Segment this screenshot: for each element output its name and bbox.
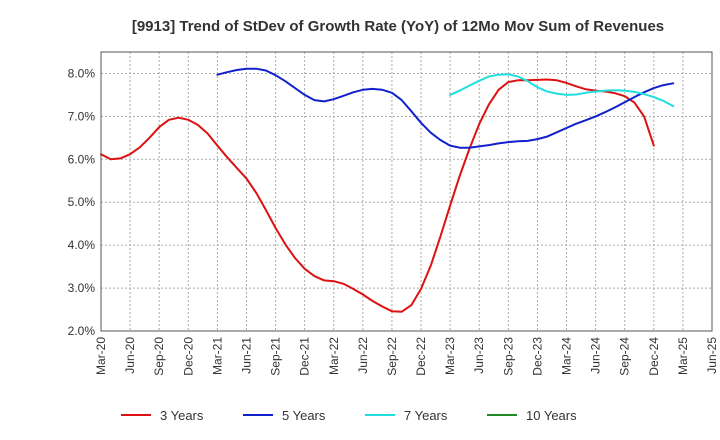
series-line-3-years (100, 78, 655, 313)
axis-layer: 2.0% 3.0% 4.0% 5.0% 6.0% 7.0% 8.0% Mar-20 Jun-20… (68, 51, 719, 376)
x-tick-label: Sep-24 (618, 337, 632, 376)
x-tick-label: Sep-20 (152, 337, 166, 376)
y-tick-label: 8.0% (68, 66, 96, 80)
x-tick-label: Mar-21 (210, 337, 224, 375)
legend-label-5-years: 5 Years (282, 408, 326, 423)
chart-title: [9913] Trend of StDev of Growth Rate (Yo… (132, 18, 664, 35)
y-tick-label: 4.0% (68, 238, 96, 252)
x-tick-label: Mar-24 (560, 337, 574, 375)
series-line-5-years (216, 67, 675, 149)
grid-layer (100, 52, 713, 332)
x-tick-label: Dec-23 (530, 337, 544, 376)
plot-frame (100, 51, 713, 332)
legend-label-7-years: 7 Years (404, 408, 448, 423)
x-tick-label: Sep-22 (385, 337, 399, 376)
x-tick-label: Jun-23 (472, 337, 486, 374)
y-tick-label: 6.0% (68, 152, 96, 166)
x-tick-label: Sep-21 (269, 337, 283, 376)
x-tick-label: Sep-23 (501, 337, 515, 376)
x-tick-label: Mar-20 (94, 337, 108, 375)
x-tick-label: Jun-22 (356, 337, 370, 374)
legend-label-10-years: 10 Years (526, 408, 577, 423)
legend: 3 Years 5 Years 7 Years 10 Years (121, 408, 577, 423)
series-layer (100, 67, 675, 313)
y-tick-label: 2.0% (68, 324, 96, 338)
x-tick-label: Jun-24 (589, 337, 603, 374)
series-line-7-years (449, 73, 675, 108)
x-tick-label: Jun-21 (239, 337, 253, 374)
x-tick-label: Dec-21 (298, 337, 312, 376)
x-tick-label: Dec-22 (414, 337, 428, 376)
x-tick-label: Dec-24 (647, 337, 661, 376)
x-tick-label: Mar-25 (676, 337, 690, 375)
y-tick-label: 7.0% (68, 109, 96, 123)
x-tick-label: Dec-20 (181, 337, 195, 376)
x-tick-label: Mar-22 (327, 337, 341, 375)
y-tick-label: 3.0% (68, 281, 96, 295)
x-tick-label: Jun-20 (123, 337, 137, 374)
y-tick-label: 5.0% (68, 195, 96, 209)
x-tick-label: Mar-23 (443, 337, 457, 375)
legend-label-3-years: 3 Years (160, 408, 204, 423)
x-tick-label: Jun-25 (705, 337, 719, 374)
